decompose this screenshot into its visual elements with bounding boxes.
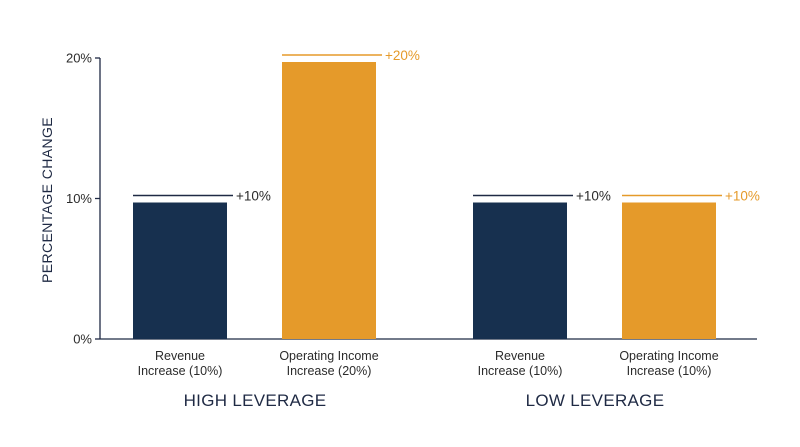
y-ticks: 0% 10% 20% xyxy=(66,51,100,347)
y-tick-label: 20% xyxy=(66,51,92,66)
group-label: LOW LEVERAGE xyxy=(526,391,665,410)
bar-value-label: +10% xyxy=(725,189,760,204)
category-label-line1: Operating Income xyxy=(619,349,718,363)
group-label: HIGH LEVERAGE xyxy=(184,391,327,410)
category-label-line2: Increase (10%) xyxy=(478,364,563,378)
bar-value-label: +10% xyxy=(576,189,611,204)
category-label-line1: Revenue xyxy=(155,349,205,363)
y-axis-label: PERCENTAGE CHANGE xyxy=(39,117,55,283)
bars: +10% +20% +10% +10% xyxy=(133,48,760,339)
category-label-line1: Operating Income xyxy=(279,349,378,363)
bar xyxy=(133,202,227,339)
bar xyxy=(282,62,376,339)
category-label-line1: Revenue xyxy=(495,349,545,363)
category-label-line2: Increase (20%) xyxy=(287,364,372,378)
bar-value-label: +20% xyxy=(385,48,420,63)
y-tick-label: 10% xyxy=(66,191,92,206)
bar xyxy=(622,202,716,339)
bar-value-label: +10% xyxy=(236,189,271,204)
bar xyxy=(473,202,567,339)
category-label-line2: Increase (10%) xyxy=(138,364,223,378)
y-tick-label: 0% xyxy=(73,332,92,347)
category-label-line2: Increase (10%) xyxy=(627,364,712,378)
